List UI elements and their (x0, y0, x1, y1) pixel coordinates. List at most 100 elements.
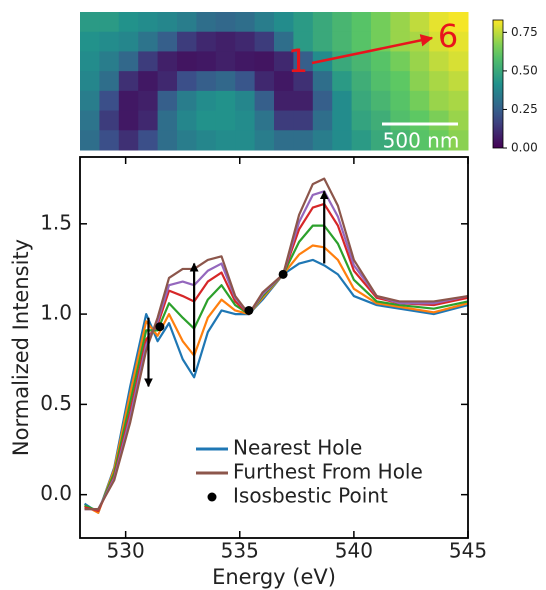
legend-label: Furthest From Hole (233, 460, 423, 484)
heat-cell (99, 90, 120, 112)
heat-cell (409, 12, 430, 33)
heat-cell (274, 12, 294, 33)
heat-cell (215, 71, 236, 92)
heat-cell (371, 71, 391, 92)
heat-cell (99, 110, 120, 131)
heat-cell (351, 12, 372, 33)
series-line (84, 202, 469, 513)
heat-cell (332, 130, 353, 151)
heat-cell (293, 71, 314, 92)
heat-cell (177, 110, 197, 131)
heat-cell (351, 130, 372, 151)
x-tick-label: 545 (449, 539, 487, 563)
series-line (84, 224, 469, 513)
heat-cell (80, 12, 100, 33)
heat-cell (448, 110, 469, 131)
heat-cell (332, 110, 353, 131)
colorbar-tick-label: 0.00 (511, 141, 538, 155)
heat-cell (157, 71, 178, 92)
heat-cell (157, 31, 178, 52)
heat-cell (409, 51, 430, 72)
heat-cell (371, 110, 391, 131)
heat-cell (118, 71, 139, 92)
isosbestic-point (278, 269, 288, 279)
heat-cell (215, 12, 236, 33)
heat-cell (429, 90, 450, 112)
heat-cell (254, 12, 275, 33)
heat-cell (448, 51, 469, 72)
heat-cell (371, 51, 391, 72)
plot-frame (79, 156, 469, 539)
y-tick-label: 0.5 (40, 391, 72, 415)
heat-cell (196, 31, 217, 52)
heat-cell (332, 90, 353, 112)
heat-cell (235, 12, 256, 33)
heat-cell (235, 51, 256, 72)
colorbar (492, 19, 504, 149)
heat-cell (118, 51, 139, 72)
heat-cell (254, 90, 275, 112)
heat-cell (157, 130, 178, 151)
legend-label: Nearest Hole (233, 436, 362, 460)
heat-cell (177, 71, 197, 92)
heat-cell (138, 12, 159, 33)
heat-cell (196, 110, 217, 131)
y-tick-label: 0.0 (40, 481, 72, 505)
heat-cell (332, 71, 353, 92)
heat-cell (293, 130, 314, 151)
heat-cell (177, 12, 197, 33)
heat-cell (99, 71, 120, 92)
heat-cell (409, 110, 430, 131)
heat-cell (215, 31, 236, 52)
path-arrow (311, 34, 434, 65)
heat-cell (293, 31, 314, 52)
heat-cell (254, 31, 275, 52)
heat-cell (235, 110, 256, 131)
heat-cell (157, 51, 178, 72)
heat-cell (196, 90, 217, 112)
heat-cell (177, 130, 197, 151)
heat-cell (409, 130, 430, 151)
heat-cell (293, 110, 314, 131)
heat-cell (235, 31, 256, 52)
heat-cell (138, 110, 159, 131)
heat-cell (254, 51, 275, 72)
scale-bar-label: 500 nm (383, 129, 460, 153)
colorbar-tick-label: 0.25 (511, 102, 538, 116)
heat-cell (390, 110, 411, 131)
heat-cell (409, 90, 430, 112)
heat-cell (429, 71, 450, 92)
start-label: 1 (288, 42, 308, 80)
heat-cell (254, 71, 275, 92)
heat-cell (274, 51, 294, 72)
heat-cell (448, 12, 469, 33)
heat-cell (390, 90, 411, 112)
line-panel: 530 535 540 545 0.0 0.5 1.0 1.5 Energy (eV) Norma… (9, 156, 487, 589)
heat-cell (448, 130, 469, 151)
y-tick-label: 1.5 (40, 210, 72, 234)
legend-marker (207, 492, 217, 502)
heat-cell (351, 110, 372, 131)
heat-cell (254, 130, 275, 151)
heat-cell (293, 90, 314, 112)
series-line (84, 244, 469, 514)
heat-cell (235, 130, 256, 151)
heat-cell (390, 31, 411, 52)
heat-cell (138, 90, 159, 112)
heat-cell (99, 130, 120, 151)
heat-cell (312, 71, 333, 92)
heat-cell (448, 31, 469, 52)
heat-cell (274, 90, 294, 112)
heat-cell (80, 110, 100, 131)
isosbestic-point (155, 322, 165, 332)
heat-cell (390, 12, 411, 33)
heat-cell (235, 90, 256, 112)
heat-cell (80, 31, 100, 52)
heat-cell (99, 12, 120, 33)
heat-cell (157, 110, 178, 131)
heat-cell (390, 130, 411, 151)
heat-cell (429, 12, 450, 33)
isosbestic-point (244, 305, 254, 315)
heat-cell (215, 130, 236, 151)
